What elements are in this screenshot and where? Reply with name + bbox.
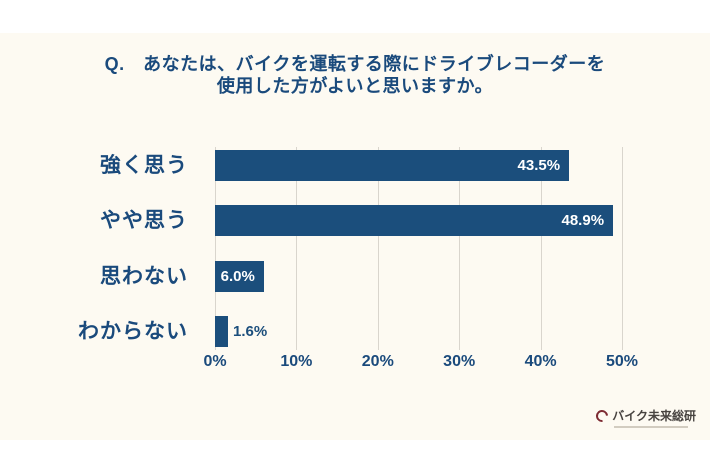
chart-title-line1: Q. あなたは、バイクを運転する際にドライブレコーダーを [104,54,606,74]
bar-row: 48.9% [215,205,622,237]
bar-わからない [215,316,229,348]
x-tick-label-40%: 40% [524,353,557,370]
bar-value-label: 1.6% [233,323,268,341]
bar-value-label: 6.0% [220,267,255,285]
chart-title-line2: 使用した方がよいと思いますか。 [216,76,494,96]
bar-row: 43.5% [215,150,622,181]
bar-row: 1.6% [215,316,622,348]
chart-title: Q. あなたは、バイクを運転する際にドライブレコーダーを 使用した方がよいと思い… [0,53,710,97]
gridline-40% [540,147,542,350]
gridline-10% [296,147,298,350]
logo-subline [614,426,689,428]
gridline-20% [377,147,379,350]
bar-value-label: 48.9% [561,212,605,230]
x-tick-label-50%: 50% [605,353,639,370]
logo: バイク未来総研 [593,407,696,428]
category-axis: 強く思うやや思う思わないわからない [0,147,188,350]
bike-mirai-logo-icon [593,407,611,424]
x-tick-label-10%: 10% [280,353,313,370]
category-label-わからない: わからない [78,320,188,344]
gridline-30% [459,147,461,350]
x-tick-label-20%: 20% [361,353,394,370]
category-label-強く思う: 強く思う [100,154,188,177]
category-label-やや思う: やや思う [100,209,188,233]
bar-row: 6.0% [215,260,622,292]
slide-canvas: Q. あなたは、バイクを運転する際にドライブレコーダーを 使用した方がよいと思い… [0,33,710,440]
logo-text: バイク未来総研 [612,409,696,423]
bar-やや思う [215,205,614,237]
category-label-思わない: 思わない [100,264,188,288]
plot-area: 43.5% 48.9% 6.0% 1.6% [215,147,623,350]
gridline-0% [215,147,216,350]
x-axis: 0% 10% 20% 30% 40% 50% [203,353,638,373]
x-tick-label-0%: 0% [203,353,227,370]
x-tick-label-30%: 30% [443,353,476,370]
gridline-50% [622,147,623,350]
logo-row: バイク未来総研 [593,407,696,424]
bar-強く思う [215,150,570,181]
bar-value-label: 43.5% [517,157,561,174]
bar-思わない [215,260,264,292]
